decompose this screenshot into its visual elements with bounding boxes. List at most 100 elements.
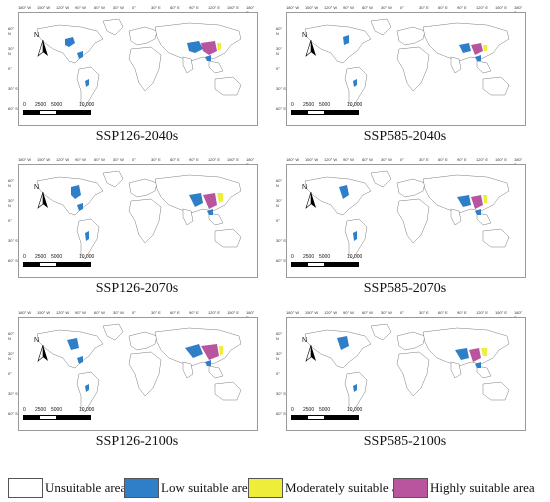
map-frame: N 0 2500 5000 10,000 bbox=[18, 164, 258, 278]
longitude-label: 120° E bbox=[208, 5, 221, 10]
map-frame: N 0 2500 5000 10,000 bbox=[286, 317, 526, 431]
landmass bbox=[128, 331, 158, 351]
scale-bar-segments bbox=[23, 110, 91, 115]
landmass bbox=[304, 329, 372, 369]
landmass bbox=[214, 76, 242, 96]
longitude-label: 90° E bbox=[457, 157, 467, 162]
longitude-labels: 180° W 150° W 120° W 90° W 60° W 30° W 0° 30° E… bbox=[286, 3, 524, 15]
map-panel-3: 180° W 150° W 120° W 90° W 60° W 30° W 0° 30° E… bbox=[8, 157, 278, 304]
longitude-label: 120° E bbox=[476, 5, 489, 10]
longitude-label: 0° bbox=[132, 157, 136, 162]
suitability-area bbox=[457, 195, 471, 207]
latitude-label: 60° S bbox=[8, 258, 18, 263]
latitude-label: 30° S bbox=[276, 238, 286, 243]
longitude-label: 120° W bbox=[324, 5, 338, 10]
longitude-label: 150° E bbox=[227, 5, 240, 10]
longitude-label: 150° E bbox=[227, 157, 240, 162]
scale-label: 5000 bbox=[51, 102, 63, 108]
longitude-label: 30° E bbox=[419, 310, 429, 315]
map-panel-1: 180° W 150° W 120° W 90° W 60° W 30° W 0° 30° E… bbox=[8, 5, 278, 152]
panel-caption: SSP126-2070s bbox=[95, 281, 179, 296]
map-frame: N 0 2500 5000 10,000 bbox=[286, 12, 526, 126]
scale-bar: 0 2500 5000 10,000 bbox=[23, 102, 95, 116]
landmass bbox=[476, 212, 492, 226]
panel-caption: SSP585-2070s bbox=[363, 281, 447, 296]
scale-labels: 0 2500 5000 10,000 bbox=[23, 407, 95, 413]
scale-bar-segments bbox=[291, 262, 359, 267]
longitude-label: 60° E bbox=[170, 157, 180, 162]
latitude-label: 30° N bbox=[276, 198, 283, 208]
latitude-label: 30° N bbox=[8, 351, 15, 361]
landmass bbox=[182, 56, 194, 74]
longitude-label: 30° W bbox=[381, 310, 392, 315]
longitude-label: 90° W bbox=[343, 310, 354, 315]
latitude-label: 0° bbox=[276, 218, 280, 223]
longitude-label: 180° W bbox=[286, 5, 300, 10]
suitability-area bbox=[65, 37, 75, 47]
latitude-label: 0° bbox=[276, 66, 280, 71]
suitability-area bbox=[85, 384, 89, 392]
scale-label: 10,000 bbox=[79, 102, 95, 108]
suitability-area bbox=[85, 79, 89, 87]
landmass bbox=[214, 228, 242, 248]
legend-swatch bbox=[124, 478, 159, 498]
longitude-label: 0° bbox=[400, 5, 404, 10]
scale-label: 2500 bbox=[303, 102, 315, 108]
suitability-area bbox=[189, 193, 203, 207]
latitude-label: 0° bbox=[8, 371, 12, 376]
longitude-label: 180° W bbox=[18, 157, 32, 162]
longitude-label: 60° W bbox=[362, 157, 373, 162]
suitability-area bbox=[67, 338, 79, 350]
landmass bbox=[482, 228, 510, 248]
longitude-label: 30° E bbox=[151, 5, 161, 10]
longitude-label: 60° W bbox=[94, 157, 105, 162]
world-map bbox=[304, 170, 510, 260]
suitability-area bbox=[77, 51, 83, 59]
longitude-label: 60° W bbox=[94, 310, 105, 315]
longitude-label: 120° W bbox=[56, 157, 70, 162]
latitude-label: 60° S bbox=[276, 411, 286, 416]
latitude-label: 60° S bbox=[8, 411, 18, 416]
longitude-labels: 180° W 150° W 120° W 90° W 60° W 30° W 0° 30° E… bbox=[18, 308, 256, 320]
landmass bbox=[76, 66, 100, 108]
suitability-area bbox=[219, 346, 223, 356]
landmass bbox=[128, 46, 162, 92]
longitude-label: 120° W bbox=[324, 310, 338, 315]
scale-label: 0 bbox=[23, 254, 26, 260]
latitude-labels: 60° N 30° N 0° 30° S 60° S bbox=[276, 164, 286, 276]
scale-label: 10,000 bbox=[79, 254, 95, 260]
landmass bbox=[370, 170, 392, 188]
landmass bbox=[102, 18, 124, 36]
legend-swatch bbox=[248, 478, 283, 498]
north-arrow-icon: N bbox=[34, 337, 50, 365]
longitude-label: 150° W bbox=[305, 5, 319, 10]
scale-label: 10,000 bbox=[347, 254, 363, 260]
suitability-area bbox=[483, 45, 487, 51]
legend-swatch bbox=[393, 478, 428, 498]
landmass bbox=[370, 323, 392, 341]
suitability-area bbox=[339, 185, 349, 199]
suitability-area bbox=[207, 209, 213, 215]
north-arrow-icon: N bbox=[34, 32, 50, 60]
suitability-area bbox=[203, 193, 217, 209]
suitability-area bbox=[475, 362, 481, 368]
scale-label: 5000 bbox=[319, 407, 331, 413]
scale-label: 0 bbox=[291, 254, 294, 260]
landmass bbox=[476, 365, 492, 379]
latitude-label: 30° N bbox=[276, 351, 283, 361]
longitude-label: 180° W bbox=[286, 157, 300, 162]
landmass bbox=[182, 361, 194, 379]
scale-label: 0 bbox=[23, 407, 26, 413]
suitability-area bbox=[353, 79, 357, 87]
latitude-label: 60° S bbox=[276, 258, 286, 263]
longitude-label: 90° W bbox=[75, 5, 86, 10]
landmass bbox=[422, 327, 510, 367]
world-map bbox=[36, 170, 242, 260]
longitude-label: 90° W bbox=[343, 5, 354, 10]
longitude-label: 150° W bbox=[37, 5, 51, 10]
scale-label: 2500 bbox=[35, 102, 47, 108]
longitude-label: 90° E bbox=[457, 310, 467, 315]
longitude-label: 0° bbox=[132, 5, 136, 10]
scale-labels: 0 2500 5000 10,000 bbox=[23, 254, 95, 260]
longitude-label: 0° bbox=[400, 157, 404, 162]
